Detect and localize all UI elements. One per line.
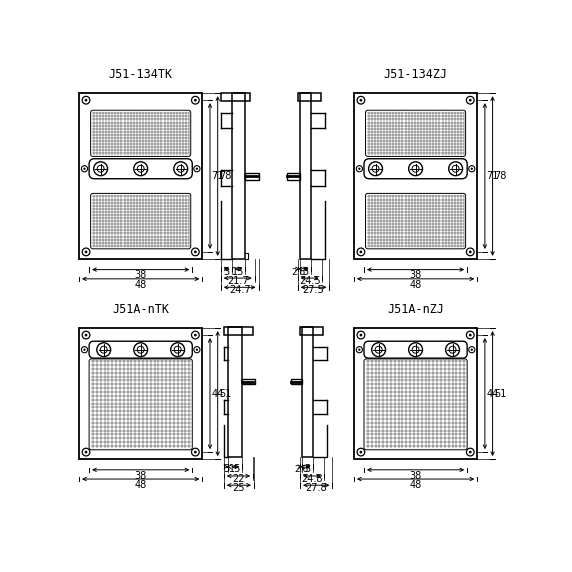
Circle shape [360,251,362,253]
Circle shape [358,168,360,170]
Bar [245,173,259,180]
Text: 3: 3 [223,464,229,474]
Circle shape [84,168,86,170]
Bar [228,327,243,456]
Bar [300,327,323,335]
Text: 24.5: 24.5 [299,276,320,286]
Circle shape [194,333,197,336]
Circle shape [84,348,86,351]
Text: 27.8: 27.8 [305,483,327,493]
Circle shape [194,99,197,102]
Text: 15: 15 [232,267,245,276]
Circle shape [194,251,197,253]
Text: 78: 78 [494,171,506,181]
Bar [232,93,245,259]
Text: 78: 78 [219,171,232,181]
Text: 48: 48 [134,480,147,490]
Text: 48: 48 [410,480,422,490]
Text: 3: 3 [223,267,229,276]
Bar [354,93,477,259]
Circle shape [469,333,472,336]
Text: 51: 51 [219,388,232,399]
Text: 38: 38 [410,271,422,280]
Text: 48: 48 [134,280,147,289]
Text: 44: 44 [212,388,224,399]
Circle shape [85,451,88,454]
Text: 22: 22 [232,474,245,484]
Text: 2.6: 2.6 [294,466,308,474]
Text: 3: 3 [303,267,308,276]
Bar [303,327,313,456]
Circle shape [196,168,198,170]
Text: 21.7: 21.7 [227,276,248,286]
Circle shape [471,348,473,351]
Text: 2.6: 2.6 [292,268,306,276]
Circle shape [360,99,362,102]
Circle shape [194,451,197,454]
Text: 51: 51 [494,388,506,399]
Text: 71: 71 [486,171,499,181]
Text: J51-134TK: J51-134TK [109,68,173,81]
Bar [291,379,303,384]
Text: 3: 3 [305,464,311,474]
Bar [243,379,255,384]
Circle shape [469,251,472,253]
Text: 38: 38 [134,471,147,480]
Bar [79,328,202,459]
Text: 44: 44 [486,388,499,399]
Text: 48: 48 [410,280,422,289]
Text: 38: 38 [410,471,422,480]
Circle shape [469,451,472,454]
Circle shape [360,451,362,454]
Text: 24.8: 24.8 [301,474,323,484]
Circle shape [196,348,198,351]
Text: 24.7: 24.7 [229,285,251,295]
Bar [298,93,321,101]
Bar [354,328,477,459]
Bar [221,93,250,101]
Text: 27.5: 27.5 [303,285,324,295]
Circle shape [360,333,362,336]
Text: 71: 71 [212,171,224,181]
Bar [224,327,253,335]
Circle shape [85,333,88,336]
Bar [287,173,300,180]
Circle shape [85,99,88,102]
Bar [79,93,202,259]
Bar [300,93,311,259]
Text: J51-134ZJ: J51-134ZJ [383,68,448,81]
Circle shape [469,99,472,102]
Text: 15: 15 [229,464,241,474]
Circle shape [471,168,473,170]
Text: 25: 25 [233,483,245,493]
Circle shape [85,251,88,253]
Text: J51A-nTK: J51A-nTK [112,303,169,316]
Text: J51A-nZJ: J51A-nZJ [387,303,444,316]
Circle shape [358,348,360,351]
Text: 38: 38 [134,271,147,280]
